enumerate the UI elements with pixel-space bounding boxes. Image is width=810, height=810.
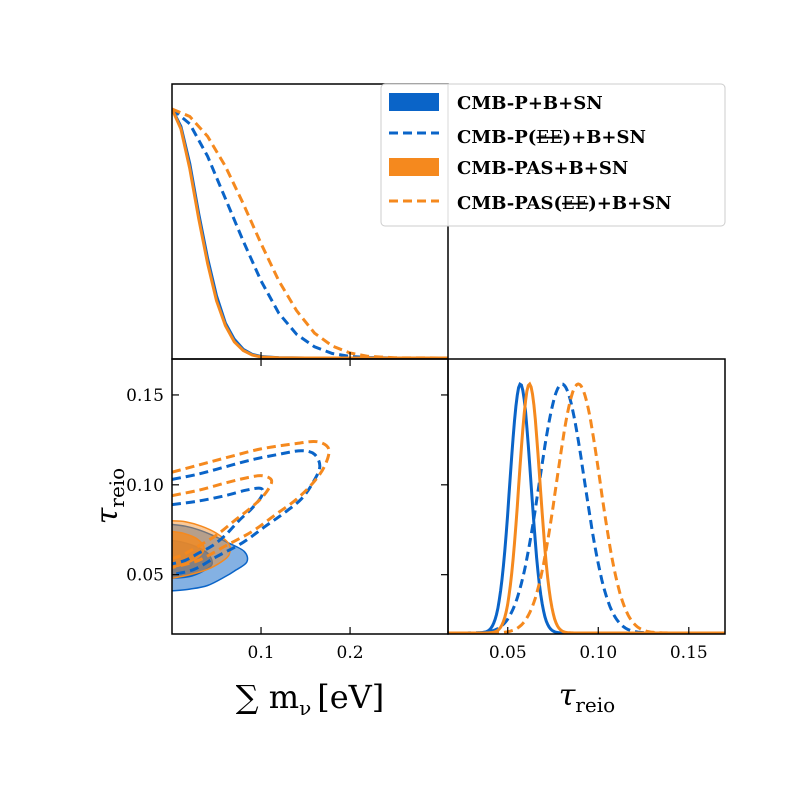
- x-axis-label-mnu-subscript: ν: [299, 696, 311, 720]
- mnu-posterior-1: [172, 107, 448, 359]
- y-axis-label: τreio: [90, 468, 129, 524]
- x-axis-label-mnu-symbol: ∑ m: [236, 678, 299, 716]
- legend-label-cmb-p-no-ee: CMB-P(EE)+B+SN: [457, 127, 646, 148]
- x-axis-label-mnu: ∑ mν [eV]: [236, 678, 385, 720]
- legend-label-cmb-pas: CMB-PAS+B+SN: [457, 158, 628, 179]
- legend: CMB-P+B+SN CMB-P(EE)+B+SN CMB-PAS+B+SN C…: [380, 83, 726, 227]
- x-axis-label-tau-subscript: reio: [575, 693, 615, 717]
- mnu-tick-label: 0.1: [248, 643, 275, 663]
- y-axis-label-subscript: reio: [105, 468, 129, 508]
- x-axis-label-mnu-unit: [eV]: [317, 678, 384, 716]
- contour-6: [172, 474, 274, 560]
- tau-x-tick-label: 0.05: [489, 643, 527, 663]
- mnu-tau-2d-contours: [172, 439, 331, 592]
- x-axis-label-tau: τreio: [559, 678, 615, 717]
- tau-1d-posteriors: [448, 381, 725, 634]
- legend-entry-cmb-p-no-ee: CMB-P(EE)+B+SN: [389, 127, 646, 148]
- legend-entry-cmb-p: CMB-P+B+SN: [389, 93, 603, 114]
- contour-7: [172, 439, 331, 569]
- mnu-1d-posteriors: [172, 107, 448, 359]
- legend-entry-cmb-pas-no-ee: CMB-PAS(EE)+B+SN: [389, 193, 672, 214]
- y-axis-label-symbol: τ: [90, 507, 125, 524]
- legend-box: [380, 83, 726, 227]
- tau-y-tick-label: 0.05: [126, 566, 164, 586]
- tau-x-tick-label: 0.10: [579, 643, 617, 663]
- tau-posterior-3: [448, 382, 725, 634]
- tau-y-tick-label: 0.10: [126, 476, 164, 496]
- legend-swatch-cmb-p: [389, 93, 439, 111]
- contour-4: [172, 486, 265, 566]
- axis-ticks: 0.1 0.2 0.05 0.05 0.10 0.10 0.15 0.15: [126, 352, 708, 663]
- legend-entry-cmb-pas: CMB-PAS+B+SN: [389, 158, 628, 179]
- mnu-posterior-2: [172, 108, 448, 359]
- contour-5: [172, 449, 322, 577]
- mnu-tick-label: 0.2: [337, 643, 364, 663]
- legend-label-cmb-pas-no-ee: CMB-PAS(EE)+B+SN: [457, 193, 672, 214]
- frame-tau-1d: [447, 358, 726, 635]
- legend-label-cmb-p: CMB-P+B+SN: [457, 93, 603, 114]
- tau-x-tick-label: 0.15: [670, 643, 708, 663]
- legend-swatch-cmb-pas: [389, 158, 439, 176]
- x-axis-label-tau-symbol: τ: [559, 678, 576, 713]
- tau-y-tick-label: 0.15: [126, 386, 164, 406]
- mnu-posterior-3: [172, 107, 448, 359]
